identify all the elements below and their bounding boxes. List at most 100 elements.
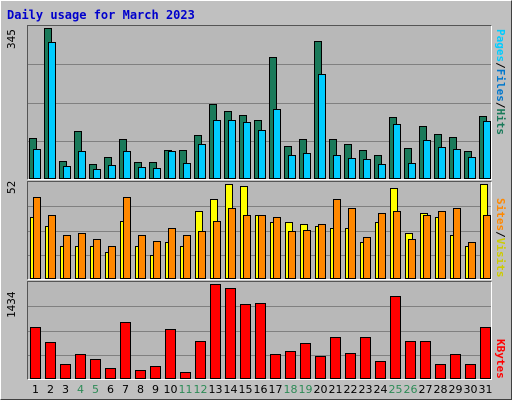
x-tick-label: 31 [478,383,493,396]
sites-bar [438,211,446,279]
kbytes-bar [330,337,341,379]
sites-bar [468,242,476,279]
x-tick-label: 12 [193,383,208,396]
kbytes-bar [90,359,101,379]
kbytes-bar [405,341,416,379]
kbytes-bar [390,296,401,379]
x-tick-label: 5 [92,383,99,396]
x-tick-label: 1 [32,383,39,396]
files-bar [63,166,71,179]
files-bar [468,157,476,179]
kbytes-bar [75,354,86,379]
x-tick-label: 18 [283,383,298,396]
kbytes-bar [135,370,146,379]
x-tick-label: 27 [418,383,433,396]
files-bar [333,155,341,179]
kbytes-bar [300,343,311,379]
hits-ymax-label: 345 [5,29,18,49]
sites-bar [153,241,161,279]
sites-visits-legend: Sites/Visits [494,198,507,278]
x-tick-label: 30 [463,383,478,396]
kbytes-bar [210,284,221,379]
x-tick-label: 23 [358,383,373,396]
chart-title: Daily usage for March 2023 [7,8,195,22]
kbytes-bar [270,354,281,379]
x-tick-label: 8 [137,383,144,396]
files-bar [33,149,41,179]
files-bar [483,121,491,179]
visits-sites-panel [27,181,492,280]
sites-bar [63,235,71,279]
x-tick-label: 29 [448,383,463,396]
files-bar [318,74,326,179]
kbytes-panel [27,281,492,380]
x-tick-label: 3 [62,383,69,396]
kbytes-bar [120,322,131,379]
sites-bar [183,235,191,279]
sites-bar [258,215,266,279]
visits-sites-plot [28,184,491,279]
x-tick-label: 25 [388,383,403,396]
sites-bar [393,211,401,279]
sites-bar [168,228,176,279]
sites-bar [288,231,296,279]
kbytes-ymax-label: 1434 [5,291,18,319]
sites-bar [348,208,356,279]
files-bar [243,122,251,179]
files-bar [408,163,416,179]
kbytes-bar [420,341,431,379]
files-bar [78,151,86,179]
x-tick-label: 2 [47,383,54,396]
sites-bar [408,239,416,279]
files-bar [378,164,386,179]
x-tick-label: 4 [77,383,84,396]
kbytes-bar [315,356,326,379]
legend-hits: Hits [494,108,507,136]
sites-bar [108,246,116,279]
x-tick-label: 9 [152,383,159,396]
sites-bar [483,215,491,279]
sites-bar [243,215,251,279]
sites-bar [423,215,431,279]
x-tick-label: 14 [223,383,238,396]
files-bar [453,149,461,179]
x-tick-label: 13 [208,383,223,396]
files-bar [138,167,146,179]
x-tick-label: 15 [238,383,253,396]
hits-files-plot [28,28,491,179]
x-tick-label: 6 [107,383,114,396]
files-bar [213,120,221,179]
sites-bar [303,230,311,279]
kbytes-bar [165,329,176,379]
files-bar [123,151,131,179]
sites-bar [363,237,371,279]
kbytes-plot [28,284,491,379]
hits-files-panel [27,25,492,180]
files-bar [363,159,371,179]
files-bar [273,109,281,179]
x-tick-label: 11 [178,383,193,396]
kbytes-bar [480,327,491,379]
x-tick-label: 17 [268,383,283,396]
files-bar [393,124,401,179]
legend-files: Files [494,68,507,102]
visits-ymax-label: 52 [5,180,18,194]
sites-bar [123,197,131,279]
x-tick-label: 24 [373,383,388,396]
kbytes-bar [45,342,56,379]
x-tick-label: 20 [313,383,328,396]
sites-bar [453,208,461,279]
sites-bar [333,199,341,279]
kbytes-legend: KBytes [494,339,507,379]
files-bar [48,42,56,179]
x-tick-label: 10 [163,383,178,396]
x-axis-labels: 1 2 3 4 5 6 7 8 9 10 11 12 13 14 15 16 17 18 19 20 21 22 23 24 2… [27,383,493,397]
kbytes-bar [195,341,206,379]
x-tick-label: 19 [298,383,313,396]
files-bar [348,158,356,179]
sites-bar [93,239,101,279]
sites-bar [228,208,236,279]
files-bar [168,151,176,179]
kbytes-bar [465,364,476,379]
sites-bar [48,215,56,279]
